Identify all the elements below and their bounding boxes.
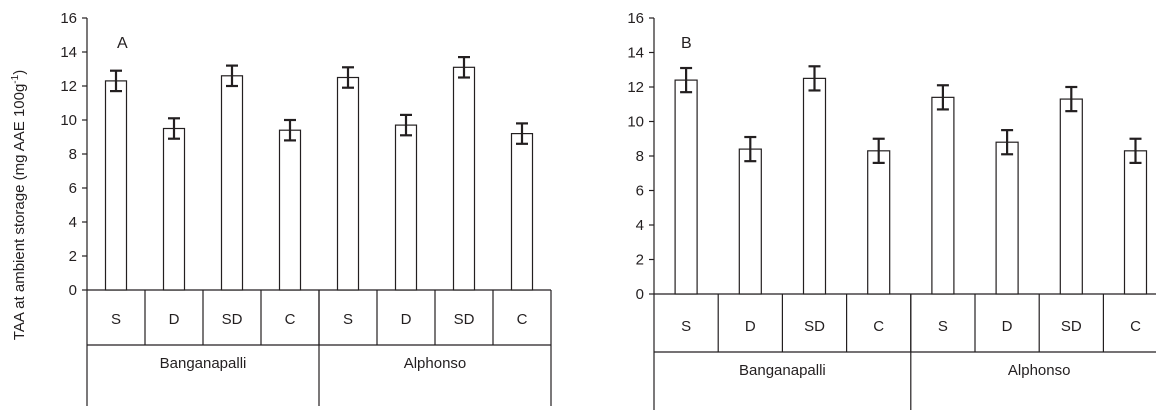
- error-bar: [226, 64, 238, 88]
- bar: [1123, 150, 1148, 295]
- bar: [738, 148, 762, 295]
- error-bar: [808, 65, 821, 92]
- x-category-label: SD: [804, 318, 825, 335]
- x-category-label: D: [745, 318, 756, 335]
- y-tick-label: 4: [636, 217, 644, 234]
- bar: [162, 127, 186, 291]
- y-tick-label: 16: [60, 10, 77, 27]
- bar: [220, 75, 244, 291]
- x-category-label: D: [1002, 318, 1013, 335]
- bar: [995, 141, 1019, 295]
- y-tick-label: 16: [627, 10, 644, 27]
- y-tick-label: 12: [627, 79, 644, 96]
- bar: [674, 79, 698, 295]
- x-category-label: D: [401, 311, 412, 328]
- x-category-label: S: [938, 318, 948, 335]
- y-tick-label: 8: [69, 146, 77, 163]
- y-axis-title: TAA at ambient storage (mg AAE 100g-1): [10, 70, 28, 340]
- y-tick-label: 0: [69, 282, 77, 299]
- x-category-label: SD: [222, 311, 243, 328]
- bar: [867, 150, 891, 295]
- bar: [802, 77, 827, 295]
- x-group-label: Banganapalli: [739, 362, 826, 379]
- y-tick-label: 12: [60, 78, 77, 95]
- x-category-label: S: [343, 311, 353, 328]
- y-tick-label: 10: [627, 114, 644, 131]
- error-bar: [516, 122, 528, 145]
- bar: [510, 133, 534, 291]
- x-category-label: C: [1130, 318, 1141, 335]
- bar: [1059, 98, 1083, 295]
- y-tick-label: 10: [60, 112, 77, 129]
- x-category-label: S: [681, 318, 691, 335]
- y-axis-title-close: ): [11, 70, 28, 75]
- error-bar: [284, 118, 296, 142]
- y-tick-label: 6: [69, 180, 77, 197]
- error-bar: [872, 137, 885, 164]
- y-tick-label: 8: [636, 148, 644, 165]
- error-bar: [458, 55, 470, 79]
- bar: [394, 124, 418, 291]
- error-bar: [936, 84, 949, 111]
- x-group-label: Alphonso: [404, 355, 467, 372]
- x-category-label: S: [111, 311, 121, 328]
- bar: [278, 129, 302, 291]
- error-bar: [1065, 85, 1078, 113]
- y-tick-label: 2: [636, 252, 644, 269]
- x-category-label: C: [285, 311, 296, 328]
- error-bar: [342, 66, 354, 89]
- error-bar: [1001, 129, 1014, 156]
- y-axis-title-superscript: -1: [10, 74, 21, 83]
- y-tick-label: 14: [60, 44, 77, 61]
- x-group-label: Alphonso: [1008, 362, 1071, 379]
- error-bar: [1129, 137, 1142, 164]
- x-category-label: D: [169, 311, 180, 328]
- y-tick-label: 4: [69, 214, 77, 231]
- y-tick-label: 14: [627, 45, 644, 62]
- bar: [931, 96, 955, 295]
- x-category-label: C: [873, 318, 884, 335]
- error-bar: [110, 69, 122, 93]
- panel-label: B: [681, 35, 692, 52]
- error-bar: [744, 135, 757, 163]
- y-tick-label: 2: [69, 248, 77, 265]
- error-bar: [680, 66, 693, 94]
- bar: [104, 80, 128, 291]
- y-tick-label: 6: [636, 183, 644, 200]
- y-axis-title-main: TAA at ambient storage (mg AAE 100g: [11, 84, 28, 341]
- bar: [452, 66, 476, 291]
- panel-label: A: [117, 35, 128, 52]
- y-tick-label: 0: [636, 286, 644, 303]
- error-bar: [400, 113, 412, 137]
- error-bar: [168, 117, 180, 140]
- x-category-label: C: [517, 311, 528, 328]
- x-category-label: SD: [1061, 318, 1082, 335]
- x-category-label: SD: [454, 311, 475, 328]
- bar: [336, 76, 360, 291]
- x-group-label: Banganapalli: [160, 355, 247, 372]
